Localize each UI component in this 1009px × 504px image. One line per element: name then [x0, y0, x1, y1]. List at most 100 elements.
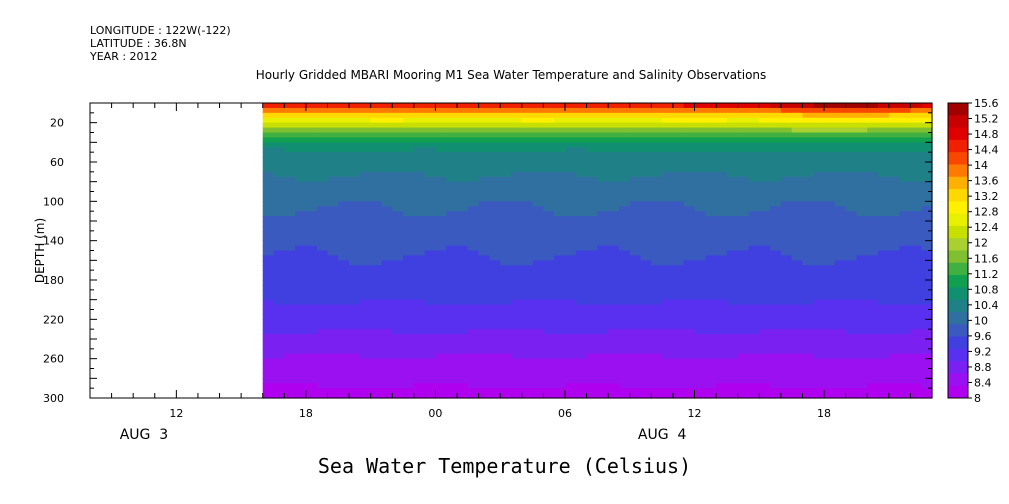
heatmap-cell	[921, 265, 933, 271]
heatmap-cell	[694, 162, 706, 168]
heatmap-cell	[802, 191, 814, 198]
heatmap-cell	[737, 235, 750, 242]
heatmap-cell	[888, 383, 901, 389]
heatmap-cell	[575, 147, 588, 153]
heatmap-cell	[262, 358, 275, 365]
heatmap-cell	[489, 348, 501, 355]
heatmap-cell	[532, 127, 544, 134]
heatmap-cell	[683, 240, 696, 247]
heatmap-cell	[910, 157, 922, 163]
heatmap-cell	[446, 201, 458, 207]
heatmap-cell	[694, 152, 706, 158]
heatmap-cell	[629, 275, 642, 281]
heatmap-cell	[467, 186, 480, 193]
heatmap-cell	[867, 196, 879, 202]
heatmap-cell	[910, 289, 922, 296]
heatmap-cell	[424, 255, 437, 261]
heatmap-cell	[662, 319, 674, 325]
heatmap-cell	[705, 363, 717, 370]
heatmap-cell	[748, 270, 760, 276]
heatmap-cell	[543, 373, 555, 379]
heatmap-cell	[316, 206, 329, 212]
heatmap-cell	[489, 245, 501, 252]
heatmap-cell	[327, 221, 339, 227]
heatmap-cell	[878, 162, 890, 168]
heatmap-cell	[791, 176, 804, 183]
heatmap-cell	[888, 289, 901, 296]
heatmap-cell	[791, 157, 804, 163]
heatmap-cell	[834, 230, 847, 237]
heatmap-cell	[813, 324, 825, 330]
heatmap-cell	[802, 211, 814, 217]
heatmap-cell	[867, 206, 879, 212]
heatmap-cell	[608, 166, 620, 173]
heatmap-cell	[683, 235, 696, 242]
heatmap-cell	[640, 181, 652, 188]
heatmap-cell	[316, 343, 329, 350]
heatmap-cell	[543, 152, 555, 158]
heatmap-cell	[564, 191, 577, 198]
heatmap-cell	[532, 289, 544, 296]
heatmap-cell	[672, 329, 685, 335]
heatmap-cell	[921, 255, 933, 261]
heatmap-cell	[370, 166, 383, 173]
heatmap-cell	[500, 147, 512, 153]
heatmap-cell	[403, 304, 415, 311]
heatmap-cell	[867, 147, 879, 153]
heatmap-cell	[629, 304, 642, 311]
heatmap-cell	[262, 378, 275, 384]
heatmap-cell	[467, 363, 480, 370]
colorbar-swatch	[948, 250, 968, 264]
heatmap-cell	[435, 171, 447, 178]
heatmap-cell	[910, 245, 922, 252]
heatmap-cell	[716, 329, 728, 335]
heatmap-cell	[521, 142, 534, 148]
heatmap-cell	[770, 314, 782, 320]
colorbar-swatch	[948, 238, 968, 251]
heatmap-cell	[467, 373, 480, 379]
heatmap-cell	[888, 157, 901, 163]
heatmap-cell	[802, 157, 814, 163]
heatmap-cell	[316, 368, 329, 375]
heatmap-cell	[608, 117, 620, 124]
heatmap-cell	[651, 186, 663, 193]
heatmap-cell	[834, 353, 847, 360]
heatmap-cell	[435, 206, 447, 212]
heatmap-cell	[564, 270, 577, 276]
heatmap-cell	[662, 280, 674, 286]
heatmap-cell	[662, 353, 674, 360]
heatmap-cell	[359, 368, 372, 375]
heatmap-cell	[424, 221, 437, 227]
heatmap-cell	[878, 201, 890, 207]
heatmap-cell	[899, 166, 912, 173]
heatmap-cell	[489, 294, 501, 301]
heatmap-cell	[878, 260, 890, 266]
heatmap-cell	[521, 137, 534, 143]
heatmap-cell	[651, 378, 663, 384]
heatmap-cell	[305, 255, 318, 261]
heatmap-cell	[878, 191, 890, 198]
heatmap-cell	[284, 186, 296, 193]
heatmap-cell	[694, 186, 706, 193]
heatmap-cell	[683, 289, 696, 296]
heatmap-cell	[392, 103, 404, 109]
heatmap-cell	[273, 127, 285, 134]
heatmap-cell	[457, 294, 469, 301]
heatmap-cell	[467, 339, 480, 345]
heatmap-cell	[295, 142, 307, 148]
heatmap-cell	[273, 152, 285, 158]
heatmap-cell	[921, 284, 933, 291]
heatmap-cell	[392, 176, 404, 183]
heatmap-cell	[532, 299, 544, 306]
heatmap-cell	[716, 275, 728, 281]
heatmap-cell	[273, 334, 285, 340]
heatmap-cell	[435, 314, 447, 320]
heatmap-cell	[694, 388, 706, 394]
heatmap-cell	[748, 240, 760, 247]
heatmap-cell	[575, 245, 588, 252]
heatmap-cell	[716, 393, 728, 399]
heatmap-cell	[608, 358, 620, 365]
heatmap-cell	[856, 117, 868, 124]
heatmap-cell	[845, 181, 858, 188]
